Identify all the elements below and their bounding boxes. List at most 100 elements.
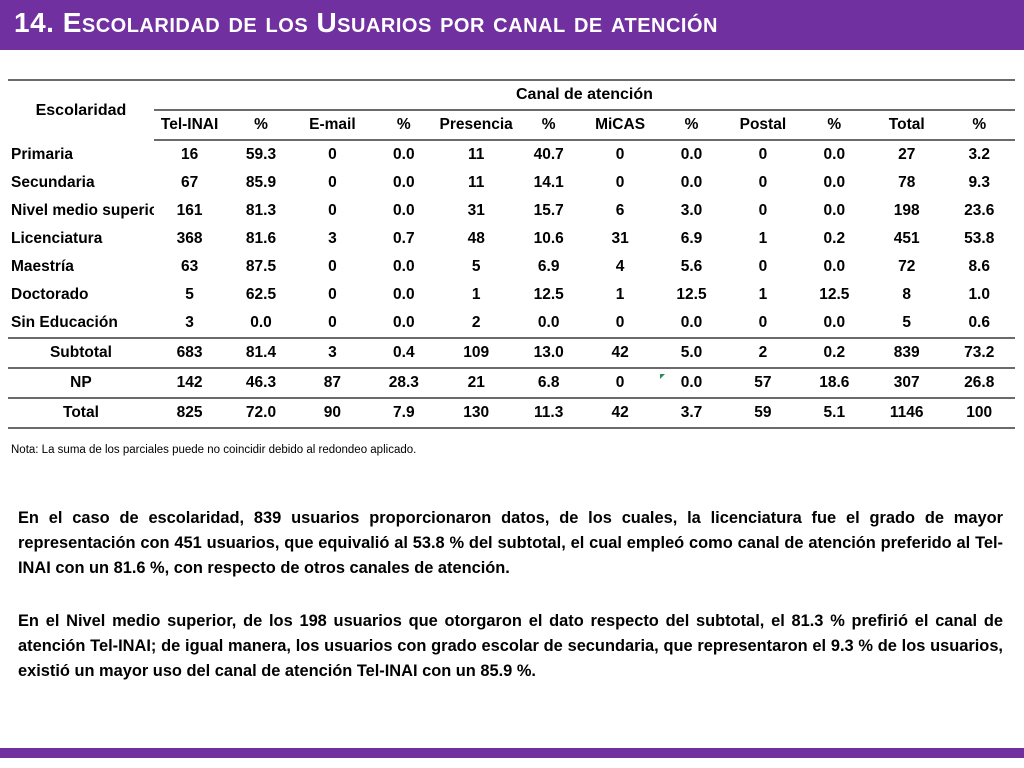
column-header: E-mail (296, 110, 369, 141)
table-row: Doctorado 5 62.5 0 0.0 1 12.5 1 12.5 1 12.5 8 1.0 (8, 281, 1015, 309)
table-cell: 31 (611, 230, 629, 247)
table-cell: 0.0 (393, 202, 415, 219)
group-header-canal: Canal de atención (153, 79, 1015, 111)
table-cell: 57 (727, 368, 799, 399)
table-body: Primaria 16 59.3 0 0.0 11 40.7 0 0.0 0 0.0 27 3.2 Sec… (8, 140, 1015, 429)
table-cell: 0 (615, 146, 625, 163)
table-cell: 0.0 (393, 174, 415, 191)
table-cell: 825 (153, 398, 226, 429)
table-cell: 0.0 (537, 314, 560, 331)
table-cell: 3 (296, 337, 369, 369)
bottom-bar (0, 748, 1024, 758)
table-cell: 67 (180, 174, 199, 191)
table-cell: 10.6 (533, 230, 564, 247)
table-cell: 142 (153, 368, 226, 399)
table-cell: 0 (328, 286, 337, 303)
row-label: Primaria (11, 145, 74, 163)
row-label: Nivel medio superior (11, 202, 154, 219)
column-header: Tel-INAI (153, 110, 226, 141)
column-header: Postal (727, 110, 799, 141)
table-cell: 0.0 (393, 286, 415, 303)
table-cell: 0.0 (250, 314, 272, 331)
table-cell: 0 (758, 146, 768, 163)
table-cell: 6.9 (680, 230, 703, 247)
table-cell: 0.0 (823, 202, 846, 219)
table-cell: 53.8 (964, 230, 995, 247)
table-cell: 13.0 (512, 337, 585, 369)
column-header: MiCAS (584, 110, 656, 141)
table-cell: 48 (467, 230, 485, 247)
table-cell: 4 (615, 258, 625, 275)
table-cell: 1 (758, 230, 768, 247)
table-cell: 0.0 (655, 368, 728, 399)
table-cell: 27 (898, 146, 916, 163)
table-cell: 73.2 (943, 337, 1015, 369)
table-cell: 11.3 (512, 398, 585, 429)
table-cell: 1 (758, 286, 768, 303)
table-cell: 5.0 (655, 337, 728, 369)
table-cell: 0 (758, 202, 768, 219)
table-cell: 2 (727, 337, 799, 369)
table-row: Sin Educación 3 0.0 0 0.0 2 0.0 0 0.0 0 0.0 5 0.6 (8, 309, 1015, 338)
table-cell: 0.0 (823, 258, 846, 275)
table-cell: 40.7 (533, 146, 564, 163)
table-cell: 3.2 (968, 146, 990, 163)
table-cell: 0 (328, 146, 337, 163)
table-cell: 72 (898, 258, 916, 275)
table-cell: 0 (758, 314, 768, 331)
table-row: Primaria 16 59.3 0 0.0 11 40.7 0 0.0 0 0.0 27 3.2 (8, 140, 1015, 169)
table-cell: 5.1 (798, 398, 870, 429)
paragraph-1: En el caso de escolaridad, 839 usuarios … (18, 509, 1003, 577)
table-cell: 0.0 (823, 174, 846, 191)
table-cell: 130 (439, 398, 513, 429)
table-cell: 1 (615, 286, 625, 303)
table-cell: 16 (180, 146, 199, 163)
row-label: NP (8, 368, 154, 399)
table-cell: 26.8 (943, 368, 1015, 399)
table-cell: 87.5 (245, 258, 277, 275)
table-cell: 100 (943, 398, 1015, 429)
table-cell: 6 (615, 202, 625, 219)
subtotal-row: Subtotal 683 81.4 3 0.4 109 13.0 42 5.0 2 0.2 839 73… (8, 337, 1015, 369)
table-cell: 368 (176, 230, 203, 247)
table-cell: 21 (439, 368, 513, 399)
row-label: Secundaria (11, 174, 95, 191)
table-cell: 3 (185, 314, 194, 331)
table-cell: 59.3 (245, 146, 277, 163)
table-row: Secundaria 67 85.9 0 0.0 11 14.1 0 0.0 0 0.0 78 9.3 (8, 169, 1015, 197)
table-cell: 8.6 (968, 258, 990, 275)
table-cell: 59 (727, 398, 799, 429)
table-cell: 62.5 (245, 286, 277, 303)
cell-marker (660, 374, 665, 379)
table-cell: 0 (328, 174, 337, 191)
table-cell: 23.6 (964, 202, 995, 219)
table-cell: 85.9 (245, 174, 277, 191)
title-bar: 14. Escolaridad de los Usuarios por cana… (0, 0, 1024, 50)
table-cell: 0.2 (798, 337, 870, 369)
column-header-row: Tel-INAI % E-mail % Presencial % MiCAS %… (8, 110, 1015, 141)
table-cell: 3 (328, 230, 337, 247)
table-header-row: Escolaridad Canal de atención (8, 79, 1015, 140)
table-cell: 42 (584, 398, 656, 429)
table-cell: 0 (584, 368, 656, 399)
table-cell: 1146 (870, 398, 944, 429)
table-cell: 683 (153, 337, 226, 369)
total-row: Total 825 72.0 90 7.9 130 11.3 42 3.7 59 5.1 1146 10… (8, 398, 1015, 429)
row-label: Doctorado (11, 286, 89, 303)
table-cell: 198 (893, 202, 920, 219)
table-row: Maestría 63 87.5 0 0.0 5 6.9 4 5.6 0 0.0 72 8.6 (8, 253, 1015, 281)
table-note: Nota: La suma de los parciales puede no … (11, 444, 417, 456)
column-header: Presencial (439, 110, 513, 141)
table-cell: 28.3 (368, 368, 440, 399)
column-header: % (798, 110, 870, 141)
table-cell: 0.6 (968, 314, 990, 331)
table-cell: 0.0 (823, 314, 846, 331)
table-cell: 0.0 (680, 314, 703, 331)
table-cell: 12.5 (533, 286, 564, 303)
table-cell: 0 (758, 174, 768, 191)
table-cell: 5.6 (680, 258, 703, 275)
row-label: Maestría (11, 258, 74, 275)
table-cell: 839 (870, 337, 944, 369)
table-cell: 6.8 (512, 368, 585, 399)
row-label: Licenciatura (11, 230, 103, 247)
